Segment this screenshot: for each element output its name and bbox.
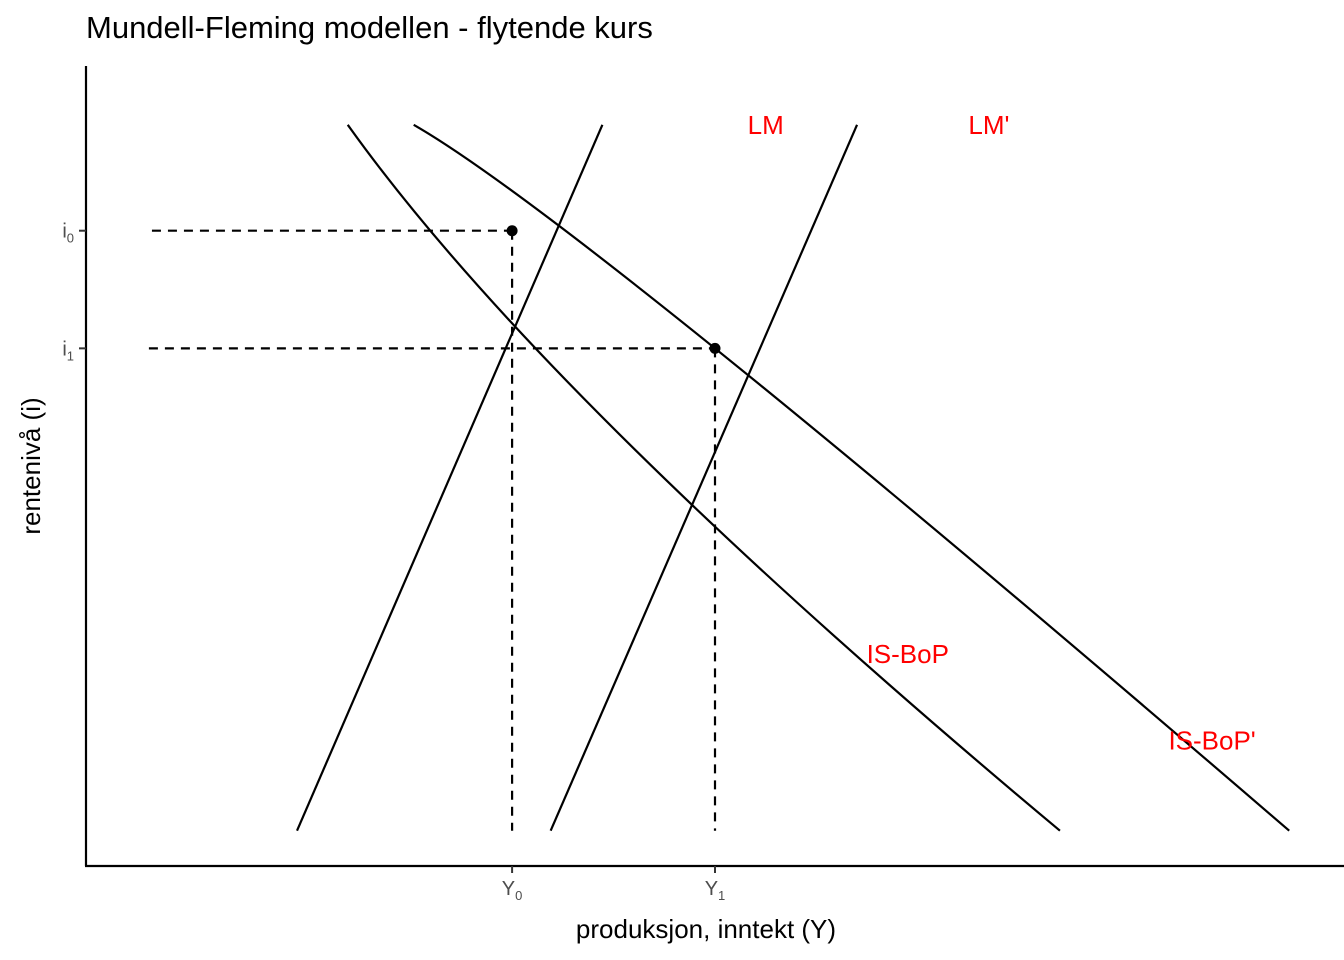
is-bop-curve <box>346 124 1061 832</box>
y-tick-label-1: i1 <box>62 338 74 363</box>
x-tick-label-0: Y0 <box>502 878 523 903</box>
axis-ticks: Y0 Y1 i0 i1 <box>62 221 725 903</box>
lm-prime-curve <box>549 124 859 832</box>
curve-labels: LM LM' IS-BoP IS-BoP' <box>748 110 1256 756</box>
x-tick-label-1: Y1 <box>705 878 726 903</box>
chart-title: Mundell-Fleming modellen - flytende kurs <box>86 10 653 45</box>
y-tick-label-0: i0 <box>62 221 74 246</box>
equilibrium-points <box>506 225 721 354</box>
equilibrium-point-0 <box>506 225 518 237</box>
is-bop-prime-curve <box>413 123 1290 832</box>
lm-curve <box>296 124 604 832</box>
guide-lines <box>148 229 717 831</box>
x-axis-title: produksjon, inntekt (Y) <box>576 914 836 944</box>
is-bop-label: IS-BoP <box>867 639 949 669</box>
lm-label: LM <box>748 110 784 140</box>
is-bop-prime-label: IS-BoP' <box>1168 726 1255 756</box>
y-axis-title: rentenivå (i) <box>16 397 46 534</box>
equilibrium-point-1 <box>709 342 721 354</box>
lm-prime-label: LM' <box>968 110 1009 140</box>
